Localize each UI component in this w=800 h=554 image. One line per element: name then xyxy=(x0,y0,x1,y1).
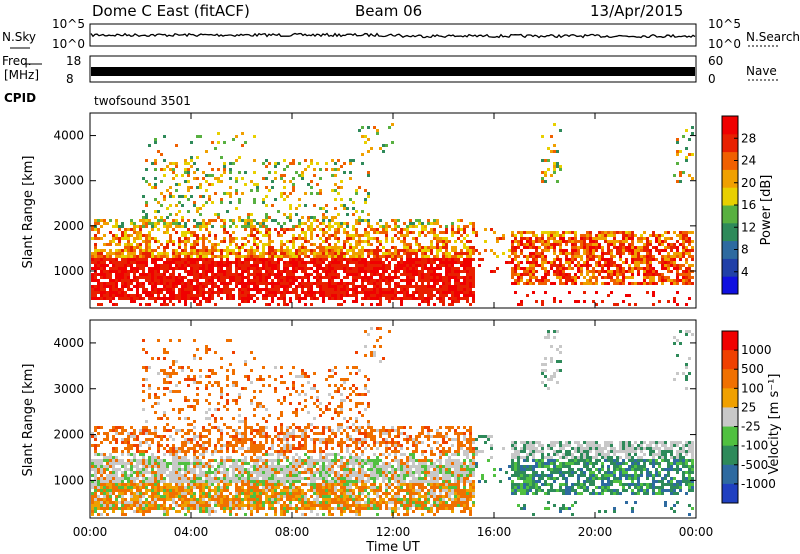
colorbar-swatch xyxy=(722,369,738,389)
power-colorbar-label: Power [dB] xyxy=(759,175,774,246)
colorbar-swatch xyxy=(722,151,738,170)
colorbar-tick-label: -25 xyxy=(741,420,761,434)
xtick-label: 08:00 xyxy=(275,525,310,539)
ytick-label: 4000 xyxy=(53,336,84,350)
colorbar-tick-label: -1000 xyxy=(741,477,776,491)
velocity-colorbar-label: Velocity [m s⁻¹] xyxy=(767,374,782,475)
colorbar-swatch xyxy=(722,388,738,408)
xtick-label: 16:00 xyxy=(477,525,512,539)
nave-tick-low: 0 xyxy=(708,72,716,86)
ytick-label: 3000 xyxy=(53,174,84,188)
ytick-label: 1000 xyxy=(53,473,84,487)
colorbar-swatch xyxy=(722,187,738,206)
colorbar-swatch xyxy=(722,222,738,242)
colorbar-swatch xyxy=(722,133,738,153)
colorbar-tick-label: 4 xyxy=(741,265,749,279)
beam-label: Beam 06 xyxy=(355,2,423,20)
colorbar-swatch xyxy=(722,350,738,370)
ytick-label: 3000 xyxy=(53,382,84,396)
cpid-label: CPID xyxy=(4,91,37,105)
xtick-label: 00:00 xyxy=(73,525,108,539)
nsky-label: N.Sky xyxy=(2,30,37,44)
nsky-tick-high: 10^5 xyxy=(52,17,85,31)
freq-unit: [MHz] xyxy=(4,68,40,82)
colorbar-swatch xyxy=(722,483,738,504)
colorbar-swatch xyxy=(722,258,738,277)
nave-label: Nave xyxy=(746,64,777,78)
freq-tick-high: 18 xyxy=(66,54,82,68)
colorbar-tick-label: 8 xyxy=(741,243,749,257)
power-colorbar: 4 8 12 16 20 24 28 xyxy=(721,115,756,295)
colorbar-swatch xyxy=(722,169,738,188)
nsearch-tick-low: 10^0 xyxy=(708,37,741,51)
colorbar-tick-label: 100 xyxy=(741,381,764,395)
xtick-label: 04:00 xyxy=(174,525,209,539)
xtick-label: 20:00 xyxy=(578,525,613,539)
ytick-label: 2000 xyxy=(53,219,84,233)
xtick-label: 12:00 xyxy=(376,525,411,539)
colorbar-tick-label: 25 xyxy=(741,400,756,414)
colorbar-tick-label: 16 xyxy=(741,198,756,212)
colorbar-tick-label: 20 xyxy=(741,176,756,190)
colorbar-tick-label: 1000 xyxy=(741,343,772,357)
chart-title: Dome C East (fitACF) xyxy=(92,2,250,20)
nsearch-tick-high: 10^5 xyxy=(708,17,741,31)
colorbar-tick-label: 24 xyxy=(741,154,756,168)
velocity-colorbar: 1000 500 100 25 -25 -100 -500 -1000 xyxy=(721,330,776,504)
colorbar-tick-label: 12 xyxy=(741,220,756,234)
date-label: 13/Apr/2015 xyxy=(590,2,684,20)
colorbar-swatch xyxy=(722,464,738,485)
cpid-value: twofsound 3501 xyxy=(94,94,191,108)
freq-panel xyxy=(89,55,697,83)
colorbar-tick-label: 28 xyxy=(741,131,756,145)
ytick-label: 2000 xyxy=(53,428,84,442)
colorbar-swatch xyxy=(722,205,738,224)
power-ylabel: Slant Range [km] xyxy=(21,156,36,269)
power-heatmap xyxy=(91,123,694,306)
colorbar-swatch xyxy=(722,426,738,447)
velocity-ylabel: Slant Range [km] xyxy=(21,364,36,477)
colorbar-swatch xyxy=(722,445,738,466)
ytick-label: 4000 xyxy=(53,129,84,143)
xlabel: Time UT xyxy=(365,540,419,554)
nsky-tick-low: 10^0 xyxy=(52,37,85,51)
colorbar-tick-label: -500 xyxy=(741,458,768,472)
freq-tick-low: 8 xyxy=(66,72,74,86)
xtick-label: 00:00 xyxy=(679,525,714,539)
velocity-heatmap xyxy=(91,327,694,516)
nsky-panel xyxy=(89,23,697,47)
colorbar-swatch xyxy=(722,116,738,135)
colorbar-swatch xyxy=(722,240,738,259)
colorbar-tick-label: -100 xyxy=(741,439,768,453)
freq-trace xyxy=(91,67,695,76)
colorbar-tick-label: 500 xyxy=(741,362,764,376)
colorbar-swatch xyxy=(722,407,738,428)
ytick-label: 1000 xyxy=(53,264,84,278)
nave-tick-high: 60 xyxy=(708,54,724,68)
nsky-trace xyxy=(90,32,696,39)
colorbar-swatch xyxy=(722,276,738,295)
nsearch-label: N.Search xyxy=(746,30,800,44)
colorbar-swatch xyxy=(722,331,738,351)
